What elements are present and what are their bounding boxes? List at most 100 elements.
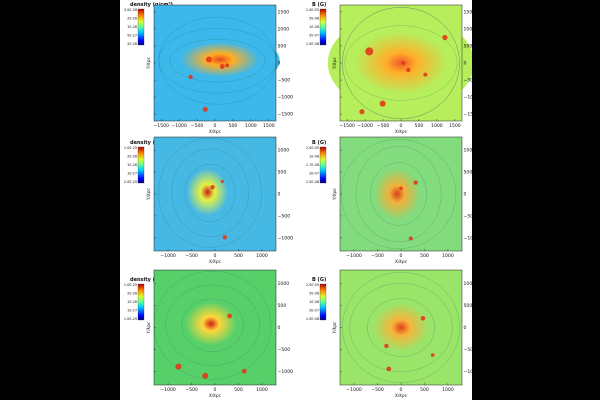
y-tick-label: 1000 — [464, 281, 473, 287]
colorbar-label: 1.0E-08 — [306, 42, 319, 46]
colorbar — [319, 283, 327, 321]
heatmap-panel-6: B (G)2.0E-05 5E-06 1E-06 2E-07 1.0E-08 −1000 −… — [306, 269, 473, 399]
x-tick-label: 500 — [420, 253, 429, 259]
x-tick-label: 1000 — [442, 387, 454, 393]
colorbar-label: 2.0E-05 — [306, 146, 319, 150]
x-tick-label: −1000 — [357, 123, 373, 129]
contour-line — [370, 162, 427, 226]
y-tick-label: 1500 — [464, 9, 473, 15]
x-tick-label: 0 — [400, 123, 403, 129]
y-axis-label: Y/kpc — [146, 321, 152, 333]
x-tick-label: −1500 — [153, 123, 169, 129]
y-tick-label: −500 — [278, 78, 291, 84]
substructure-blob — [225, 63, 230, 68]
contour-line — [342, 272, 460, 383]
x-tick-label: 1000 — [256, 387, 268, 393]
substructure-blob — [408, 236, 413, 241]
x-tick-label: −500 — [185, 387, 198, 393]
colorbar-label: 5E-06 — [309, 292, 319, 296]
y-tick-label: 0 — [278, 192, 281, 198]
panel-title: density (g/cm³) — [130, 140, 173, 146]
x-tick-label: 500 — [234, 253, 243, 259]
y-tick-label: 1000 — [464, 148, 473, 154]
substructure-blob — [220, 179, 224, 184]
substructure-blob — [406, 67, 411, 73]
y-tick-label: −1000 — [278, 95, 294, 101]
colorbar-label: 5E-27 — [127, 34, 137, 38]
substructure-blob — [202, 106, 208, 112]
heatmap-panel-2: B (G)1.0E-055E-061E-065E-071.0E-08−1500−… — [306, 2, 472, 135]
colorbar — [319, 146, 327, 184]
x-tick-label: 0 — [214, 123, 217, 129]
x-tick-label: 1500 — [263, 123, 275, 129]
x-tick-label: 500 — [234, 387, 243, 393]
x-tick-label: −500 — [377, 123, 390, 129]
y-tick-label: −500 — [464, 213, 473, 219]
colorbar-label: 1.7E-06 — [306, 163, 319, 167]
colorbar-label: 5E-07 — [309, 34, 319, 38]
substructure-blob — [379, 100, 386, 107]
colorbar-label: 3.0E-28 — [124, 8, 137, 12]
y-axis-label: Y/kpc — [146, 187, 152, 199]
y-tick-label: 500 — [464, 303, 473, 309]
y-tick-label: 0 — [278, 325, 281, 331]
y-tick-label: 500 — [464, 43, 473, 49]
y-tick-label: 500 — [278, 170, 287, 176]
x-tick-label: −1500 — [339, 123, 355, 129]
colorbar-label: 2E-26 — [127, 17, 137, 21]
y-tick-label: 0 — [464, 192, 467, 198]
x-tick-label: 1000 — [256, 253, 268, 259]
y-tick-label: −500 — [278, 213, 291, 219]
colorbar-label: 2E-26 — [127, 155, 137, 159]
y-tick-label: 0 — [464, 61, 467, 67]
substructure-blob — [210, 184, 215, 190]
colorbar-label: 2E-28 — [127, 42, 137, 46]
substructure-blob — [359, 109, 365, 115]
x-tick-label: −500 — [191, 123, 204, 129]
colorbar-label: 1.0E-25 — [124, 146, 137, 150]
y-tick-label: 1000 — [278, 281, 290, 287]
substructure-blob — [420, 316, 426, 321]
colorbar-label: 2.0E-05 — [306, 283, 319, 287]
x-tick-label: 0 — [214, 253, 217, 259]
heatmap-field — [155, 32, 280, 89]
y-tick-label: −1500 — [278, 112, 294, 118]
substructure-blob — [202, 372, 209, 379]
heatmap-field — [327, 14, 472, 112]
x-tick-label: −1000 — [171, 123, 187, 129]
x-tick-label: −1000 — [160, 387, 176, 393]
colorbar-label: 2.0E-29 — [124, 180, 137, 184]
substructure-blob — [188, 74, 193, 80]
y-tick-label: −1000 — [278, 369, 294, 375]
heatmap-panel-5: density (g/cm³)1.0E-25 2E-26 1E-26 1E-27 1.0… — [124, 269, 294, 399]
colorbar — [319, 8, 327, 46]
x-tick-label: 0 — [400, 387, 403, 393]
y-tick-label: −1500 — [464, 112, 473, 118]
x-tick-label: 500 — [415, 123, 424, 129]
y-axis-label: Y/kpc — [332, 187, 338, 199]
y-tick-label: 500 — [278, 43, 287, 49]
x-tick-label: −500 — [371, 253, 384, 259]
colorbar — [137, 8, 145, 46]
substructure-blob — [384, 343, 389, 349]
colorbar-label: 2E-26 — [127, 292, 137, 296]
colorbar-label: 1E-06 — [309, 25, 319, 29]
y-tick-label: −1000 — [464, 235, 473, 241]
y-tick-label: 1000 — [464, 26, 473, 32]
substructure-blob — [430, 353, 435, 357]
y-axis-label: Y/kpc — [332, 321, 338, 333]
contour-line — [349, 283, 453, 372]
x-axis-label: X/kpc — [394, 129, 408, 135]
figure-svg: density (g/cm³)3.0E-282E-261E-265E-272E-… — [124, 2, 473, 399]
x-tick-label: 500 — [229, 123, 238, 129]
y-tick-label: 500 — [278, 303, 287, 309]
colorbar-label: 1E-06 — [309, 155, 319, 159]
contour-line — [367, 298, 435, 357]
substructure-blob — [241, 368, 247, 374]
y-tick-label: −1000 — [464, 95, 473, 101]
contour-line — [342, 7, 460, 119]
panel-title: density (g/cm³) — [130, 277, 173, 283]
substructure-blob — [365, 47, 374, 56]
x-tick-label: 0 — [400, 253, 403, 259]
y-tick-label: 0 — [278, 61, 281, 67]
